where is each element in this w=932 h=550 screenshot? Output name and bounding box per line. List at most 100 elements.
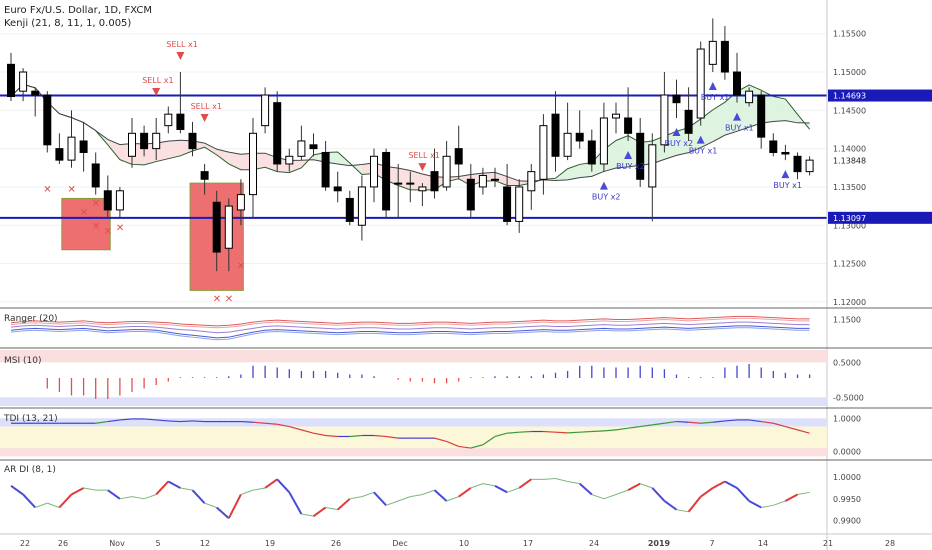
ardi-tick-label: 1.0000 — [833, 473, 861, 482]
buy-arrow-icon — [781, 170, 790, 179]
sell-arrow-icon — [176, 52, 185, 61]
ardi-line-segment — [748, 500, 762, 509]
sell-cross-marker: ✕ — [237, 261, 245, 272]
tdi-tick-label: 1.0000 — [833, 414, 861, 423]
candle-body — [285, 155, 294, 165]
ardi-line-segment — [288, 491, 303, 515]
tdi-line-segment — [640, 424, 653, 428]
ardi-line-segment — [700, 487, 714, 498]
buy-signal-label: BUY x1 — [725, 124, 754, 133]
ardi-line-segment — [361, 491, 375, 498]
price-tick-label: 1.14000 — [833, 145, 866, 154]
ranger-line — [10, 321, 810, 334]
sell-cross-marker: ✕ — [92, 198, 100, 209]
ardi-line-segment — [470, 483, 484, 489]
tdi-line-segment — [180, 420, 193, 423]
tdi-line-segment — [712, 420, 725, 423]
time-tick-label: 17 — [523, 539, 533, 548]
ardi-line-segment — [761, 504, 774, 508]
ardi-line-segment — [58, 493, 73, 509]
time-tick-label: 22 — [20, 539, 30, 548]
tdi-line-segment — [458, 445, 471, 449]
tdi-lower-band — [0, 448, 827, 457]
candle-body — [636, 132, 645, 180]
buy-arrow-icon — [672, 127, 681, 136]
tdi-line-segment — [603, 429, 617, 432]
time-tick-label: 12 — [200, 539, 210, 548]
sell-cross-marker: ✕ — [213, 294, 221, 305]
candle-body — [745, 90, 754, 104]
tdi-line-segment — [446, 440, 459, 447]
tdi-line-segment — [628, 425, 641, 429]
tdi-line-segment — [615, 427, 629, 431]
time-tick-label: 14 — [758, 539, 768, 548]
tdi-line-segment — [579, 430, 592, 433]
tdi-line-segment — [156, 419, 169, 422]
tdi-line-segment — [555, 431, 568, 434]
price-label-bg — [828, 154, 932, 167]
candle-body — [200, 171, 209, 180]
candle-body — [708, 40, 717, 65]
candle-body — [466, 178, 475, 211]
candle-body — [575, 132, 584, 142]
candle-body — [793, 155, 802, 173]
sell-arrow-icon — [200, 113, 209, 122]
tdi-line-segment — [240, 420, 254, 423]
symbol-title: Euro Fx/U.S. Dollar, 1D, FXCM — [4, 5, 152, 16]
ardi-line-segment — [155, 480, 170, 496]
time-tick-label: 26 — [331, 539, 341, 548]
ranger-line — [10, 317, 810, 329]
buy-signal-label: BUY x1 — [701, 93, 730, 102]
buy-arrow-icon — [696, 135, 705, 144]
price-tick-label: 1.14500 — [833, 106, 866, 115]
tdi-line-segment — [652, 422, 665, 426]
tdi-line-segment — [301, 429, 314, 434]
ardi-line-segment — [433, 489, 448, 502]
candle-body — [684, 109, 693, 134]
candle-body — [333, 186, 342, 192]
tdi-line-segment — [749, 419, 762, 423]
sell-cross-marker: ✕ — [80, 207, 88, 218]
kenji-cloud-segment — [410, 170, 423, 190]
candle-body — [188, 132, 197, 150]
ardi-line-segment — [143, 494, 157, 500]
tdi-line-segment — [386, 435, 399, 439]
candle-body — [587, 140, 596, 165]
sell-arrow-icon — [418, 163, 427, 172]
time-tick-label: 26 — [58, 539, 68, 548]
candle-body — [757, 94, 766, 138]
ardi-line-segment — [191, 489, 206, 504]
sell-signal-label: SELL x1 — [408, 151, 439, 160]
ardi-line-segment — [615, 489, 629, 495]
ranger-line — [10, 327, 810, 341]
price-tick-label: 1.13000 — [833, 221, 866, 230]
tdi-line-segment — [797, 429, 810, 434]
candle-body — [430, 171, 439, 192]
ardi-line-segment — [167, 480, 181, 489]
candle-body — [454, 148, 463, 165]
candle-body — [115, 190, 124, 211]
ardi-tick-label: 0.9900 — [833, 516, 861, 525]
kenji-cloud-segment — [567, 164, 580, 180]
tdi-line-segment — [95, 420, 108, 424]
tdi-line-segment — [325, 434, 338, 438]
ardi-line-segment — [337, 498, 351, 511]
ardi-line-segment — [603, 494, 617, 500]
tdi-pane-label: TDI (13, 21) — [4, 414, 58, 424]
ranger-tick-label: 1.1500 — [833, 316, 861, 325]
kenji-indicator-label: Kenji (21, 8, 11, 1, 0.005) — [4, 18, 132, 29]
tdi-line-segment — [470, 444, 484, 449]
tdi-line-segment — [567, 431, 580, 434]
price-tick-label: 1.12500 — [833, 260, 866, 269]
ardi-line-segment — [482, 483, 496, 487]
ardi-pane-label: AR DI (8, 1) — [4, 465, 56, 475]
tdi-tick-label: 0.0000 — [833, 447, 861, 456]
time-tick-label: 2019 — [648, 539, 671, 548]
ardi-line-segment — [22, 493, 36, 509]
ardi-line-segment — [71, 487, 85, 496]
candle-body — [599, 117, 608, 165]
candle-body — [309, 144, 318, 150]
ardi-line-segment — [446, 496, 459, 502]
ardi-line-segment — [663, 500, 678, 511]
